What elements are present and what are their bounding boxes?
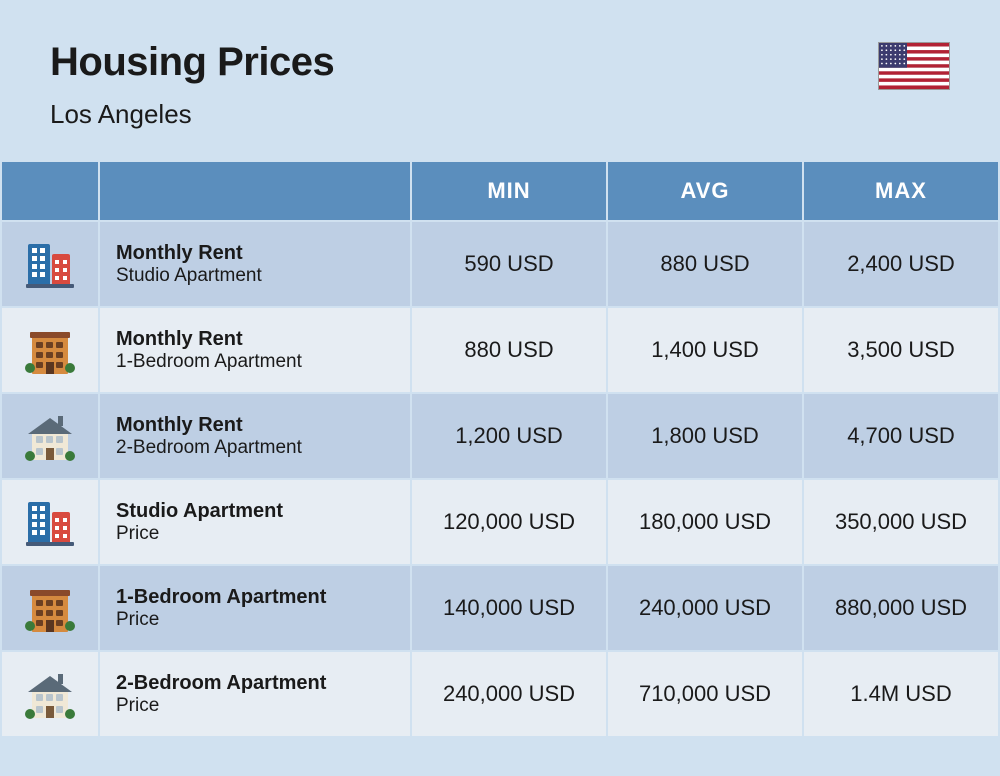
row-label: Monthly RentStudio Apartment (100, 222, 410, 306)
col-header-min: MIN (412, 162, 606, 220)
orange_apt-icon (2, 308, 98, 392)
row-label-sub: 2-Bedroom Apartment (116, 437, 394, 460)
row-label: Monthly Rent2-Bedroom Apartment (100, 394, 410, 478)
header: Housing Prices Los Angeles (0, 0, 1000, 160)
col-header-empty-icon (2, 162, 98, 220)
cell-avg: 240,000 USD (608, 566, 802, 650)
house-icon (2, 652, 98, 736)
row-label-title: Monthly Rent (116, 327, 394, 351)
table-row: Monthly RentStudio Apartment590 USD880 U… (2, 222, 998, 306)
cell-min: 880 USD (412, 308, 606, 392)
row-label: 2-Bedroom ApartmentPrice (100, 652, 410, 736)
cell-max: 3,500 USD (804, 308, 998, 392)
cell-min: 240,000 USD (412, 652, 606, 736)
row-label-title: Monthly Rent (116, 241, 394, 265)
cell-avg: 710,000 USD (608, 652, 802, 736)
row-label-sub: Price (116, 609, 394, 632)
buildings-icon (2, 480, 98, 564)
cell-max: 4,700 USD (804, 394, 998, 478)
row-label-sub: Price (116, 695, 394, 718)
cell-avg: 1,800 USD (608, 394, 802, 478)
us-flag-icon (878, 42, 950, 90)
cell-min: 590 USD (412, 222, 606, 306)
col-header-avg: AVG (608, 162, 802, 220)
table-row: Monthly Rent2-Bedroom Apartment1,200 USD… (2, 394, 998, 478)
cell-min: 120,000 USD (412, 480, 606, 564)
col-header-empty-label (100, 162, 410, 220)
table-row: 1-Bedroom ApartmentPrice140,000 USD240,0… (2, 566, 998, 650)
cell-max: 1.4M USD (804, 652, 998, 736)
table-row: Studio ApartmentPrice120,000 USD180,000 … (2, 480, 998, 564)
col-header-max: MAX (804, 162, 998, 220)
row-label: 1-Bedroom ApartmentPrice (100, 566, 410, 650)
page-subtitle: Los Angeles (50, 99, 950, 130)
orange_apt-icon (2, 566, 98, 650)
table-row: Monthly Rent1-Bedroom Apartment880 USD1,… (2, 308, 998, 392)
row-label: Studio ApartmentPrice (100, 480, 410, 564)
row-label-title: 2-Bedroom Apartment (116, 671, 394, 695)
row-label-title: Studio Apartment (116, 499, 394, 523)
cell-avg: 880 USD (608, 222, 802, 306)
house-icon (2, 394, 98, 478)
cell-avg: 1,400 USD (608, 308, 802, 392)
table-row: 2-Bedroom ApartmentPrice240,000 USD710,0… (2, 652, 998, 736)
page-title: Housing Prices (50, 40, 950, 85)
cell-min: 1,200 USD (412, 394, 606, 478)
cell-min: 140,000 USD (412, 566, 606, 650)
table-header-row: MIN AVG MAX (2, 162, 998, 220)
cell-max: 880,000 USD (804, 566, 998, 650)
row-label: Monthly Rent1-Bedroom Apartment (100, 308, 410, 392)
row-label-sub: Price (116, 523, 394, 546)
row-label-sub: 1-Bedroom Apartment (116, 351, 394, 374)
cell-max: 2,400 USD (804, 222, 998, 306)
buildings-icon (2, 222, 98, 306)
cell-avg: 180,000 USD (608, 480, 802, 564)
prices-table: MIN AVG MAX Monthly RentStudio Apartment… (0, 160, 1000, 738)
row-label-title: 1-Bedroom Apartment (116, 585, 394, 609)
row-label-sub: Studio Apartment (116, 265, 394, 288)
cell-max: 350,000 USD (804, 480, 998, 564)
row-label-title: Monthly Rent (116, 413, 394, 437)
